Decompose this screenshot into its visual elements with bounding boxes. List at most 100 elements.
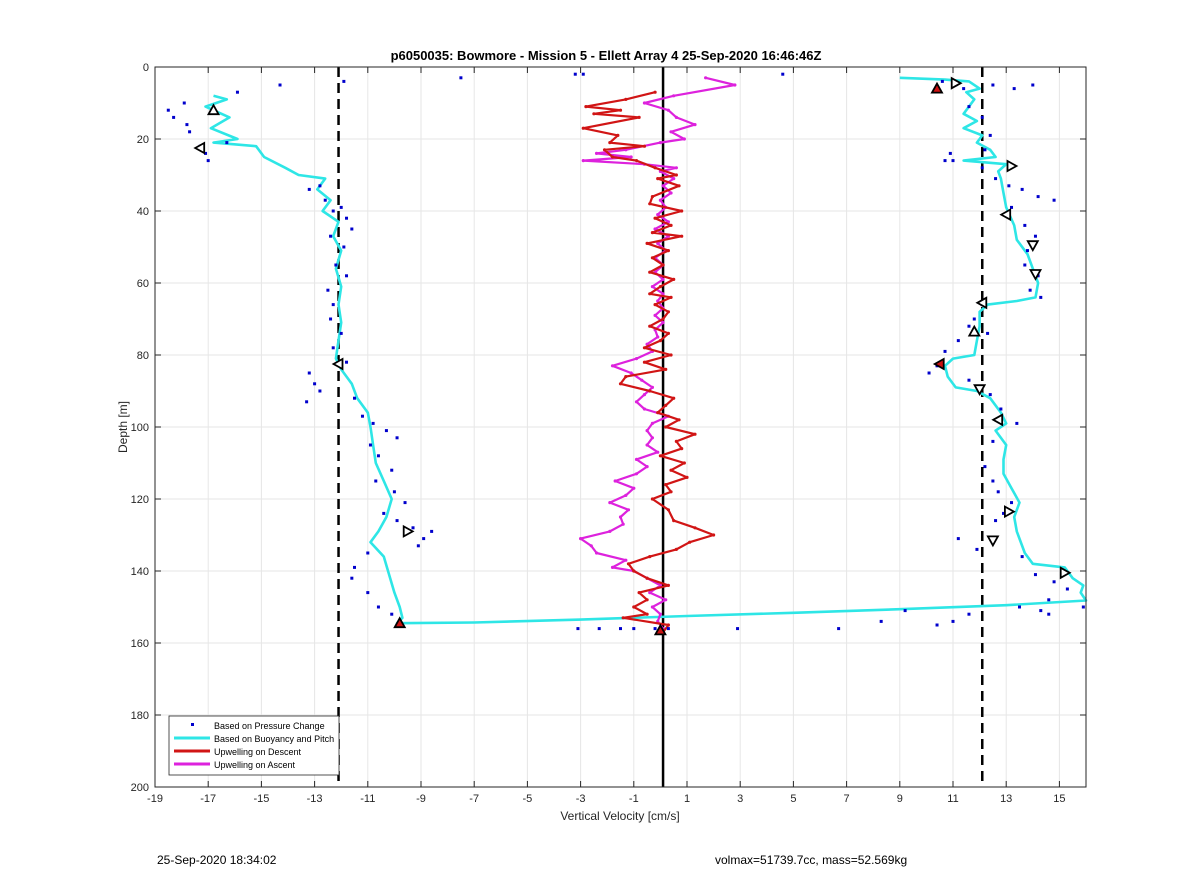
pressure-change-point: [225, 141, 229, 145]
descent-point: [584, 105, 588, 109]
ascent-point: [658, 198, 663, 202]
y-tick-label: 80: [137, 350, 149, 362]
pressure-change-point: [980, 166, 984, 170]
ascent-point: [634, 400, 639, 404]
pressure-change-point: [206, 159, 210, 163]
y-tick-label: 40: [137, 206, 149, 218]
ascent-point: [629, 155, 633, 159]
ascent-point: [674, 115, 678, 119]
direction-triangle-marker: [653, 623, 667, 636]
descent-point: [645, 576, 649, 580]
pressure-change-point: [172, 115, 176, 119]
descent-point: [658, 285, 663, 289]
ascent-point: [626, 508, 631, 512]
ascent-point: [672, 177, 676, 181]
pressure-change-point: [1012, 87, 1016, 91]
x-tick-label: -13: [307, 793, 323, 805]
ascent-point: [661, 292, 665, 296]
descent-point: [666, 331, 670, 335]
descent-point: [624, 375, 628, 379]
descent-point: [632, 569, 636, 573]
y-tick-label: 160: [131, 638, 149, 650]
pressure-change-point: [597, 627, 601, 631]
descent-point: [650, 231, 655, 235]
legend-label-ascent: Upwelling on Ascent: [214, 760, 296, 770]
pressure-change-point: [967, 324, 971, 328]
direction-triangle-marker: [932, 357, 945, 371]
descent-point: [592, 112, 596, 116]
pressure-change-point: [368, 443, 372, 447]
pressure-change-point: [353, 396, 356, 400]
x-tick-label: 3: [737, 793, 743, 805]
pressure-change-point: [1010, 501, 1014, 505]
ascent-point: [581, 159, 585, 163]
pressure-change-point: [879, 619, 883, 623]
ascent-point: [656, 299, 660, 303]
pressure-change-point: [382, 511, 386, 515]
descent-point: [653, 166, 657, 170]
direction-triangle-marker: [930, 81, 944, 94]
pressure-change-point: [1007, 184, 1011, 188]
ascent-point: [608, 501, 612, 505]
ascent-point: [645, 443, 649, 447]
ascent-point: [682, 137, 686, 141]
descent-point: [645, 612, 649, 616]
pressure-change-point: [983, 148, 987, 152]
y-axis-label: Depth [m]: [116, 401, 130, 453]
ascent-point: [658, 141, 663, 145]
y-tick-label: 180: [131, 710, 149, 722]
descent-point: [666, 623, 670, 627]
ascent-point: [656, 213, 660, 217]
pressure-change-point: [366, 591, 370, 595]
ascent-point: [666, 108, 670, 112]
descent-point: [653, 216, 657, 220]
pressure-change-point: [350, 227, 354, 231]
ascent-point: [634, 472, 639, 476]
pressure-change-point: [666, 627, 670, 631]
descent-point: [664, 425, 668, 429]
pressure-change-point: [345, 216, 349, 220]
direction-triangle-marker: [975, 296, 988, 310]
direction-triangle-marker: [999, 208, 1012, 222]
pressure-change-point: [837, 627, 841, 631]
grid-lines: [154, 66, 1086, 788]
descent-point: [712, 533, 716, 537]
x-tick-label: -9: [416, 793, 426, 805]
pressure-change-point: [736, 627, 740, 631]
direction-triangle-marker: [402, 524, 415, 538]
descent-point: [666, 583, 670, 588]
descent-point: [637, 115, 641, 119]
ascent-point: [610, 565, 615, 570]
descent-point: [669, 295, 673, 299]
legend-swatch-pressure: [191, 723, 194, 726]
descent-point: [669, 353, 673, 357]
pressure-change-point: [1018, 605, 1021, 609]
direction-triangle-marker: [986, 535, 1000, 548]
direction-triangle-marker: [1004, 505, 1016, 519]
ascent-point: [650, 436, 655, 440]
pressure-change-point: [967, 105, 971, 109]
descent-point: [674, 439, 678, 443]
direction-triangle-marker: [1026, 240, 1040, 253]
series-buoyancy-pitch-line: [204, 76, 1088, 625]
ascent-point: [658, 612, 663, 616]
pressure-change-point: [331, 346, 335, 350]
descent-point: [680, 209, 684, 213]
x-tick-label: -17: [200, 793, 216, 805]
pressure-change-point: [1047, 598, 1051, 602]
descent-point: [648, 202, 652, 206]
descent-point: [661, 263, 665, 267]
direction-triangle-marker: [331, 357, 344, 371]
ascent-point: [661, 321, 665, 325]
x-tick-label: -3: [576, 793, 586, 805]
descent-point: [664, 367, 668, 371]
pressure-change-point: [371, 421, 375, 425]
ascent-point: [618, 515, 623, 519]
pressure-change-point: [996, 490, 1000, 494]
pressure-change-point: [991, 479, 995, 483]
pressure-change-point: [339, 205, 343, 209]
pressure-change-point: [1020, 187, 1024, 191]
descent-point: [626, 562, 631, 566]
pressure-change-point: [967, 378, 971, 382]
